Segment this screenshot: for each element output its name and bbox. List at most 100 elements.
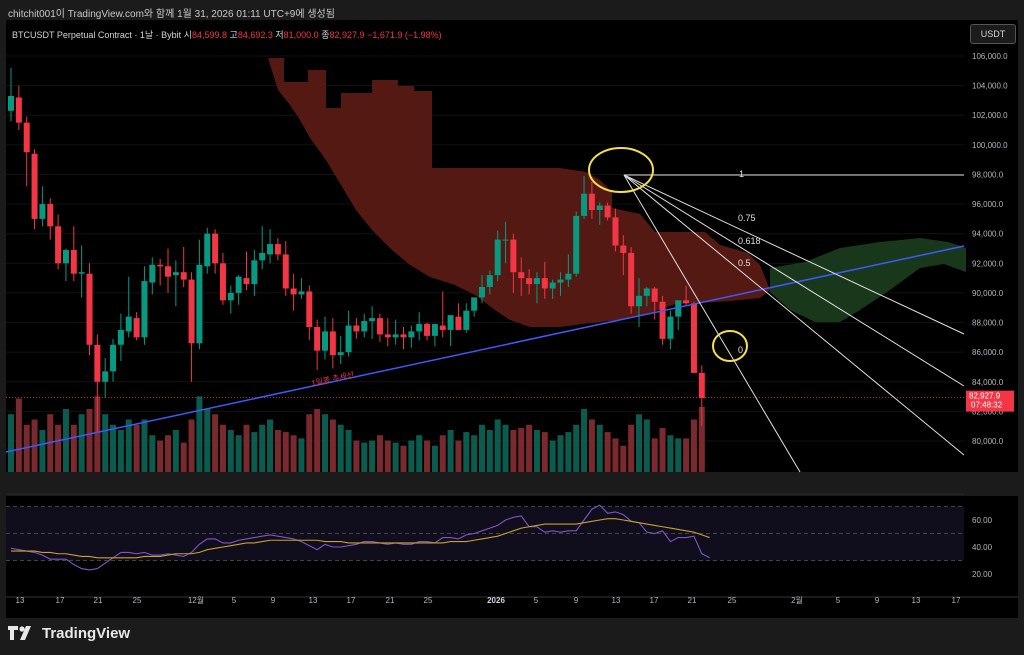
brand-name: TradingView	[42, 624, 131, 642]
fib-level-label: 1	[739, 169, 744, 179]
y-tick-label: 86,000.0	[972, 348, 1004, 357]
candle-body	[612, 217, 619, 246]
candle-body	[78, 272, 85, 274]
fib-level-label: 0	[738, 345, 743, 355]
candle-body	[424, 324, 431, 336]
candle-body	[110, 344, 117, 372]
volume-bar	[70, 424, 77, 472]
time-axis	[6, 598, 1018, 618]
volume-bar	[23, 424, 30, 472]
volume-bar	[86, 409, 93, 472]
volume-bar	[612, 438, 619, 472]
legend-high: 84,692.3	[237, 30, 273, 40]
fib-fan-line-5	[623, 174, 801, 473]
candle-body	[628, 252, 635, 307]
candle-body	[369, 318, 376, 322]
volume-bar	[643, 419, 650, 472]
candle-body	[447, 315, 454, 330]
volume-bar	[463, 432, 470, 472]
candle-body	[94, 344, 101, 382]
volume-bar	[510, 430, 517, 472]
candle-body	[667, 316, 674, 339]
legend-close: 82,927.9	[329, 30, 365, 40]
chart-canvas[interactable]: 106,000.0 104,000.0 102,000.0 100,000.0 98,0…	[0, 20, 1024, 620]
highlight-circle-low	[712, 330, 748, 362]
candle-body	[384, 334, 391, 338]
volume-bar	[235, 435, 242, 472]
legend-high-label: 고	[229, 30, 238, 40]
candle-body	[188, 279, 195, 344]
x-tick-label: 13	[309, 596, 318, 605]
candle-countdown: 07:48:32	[971, 401, 1003, 410]
rsi-tick-label: 20.00	[972, 570, 993, 579]
candle-body	[690, 303, 697, 373]
candle-body	[494, 239, 501, 276]
caption-bar: chitchit001이 TradingView.com와 함께 1월 31, …	[0, 0, 1024, 20]
volume-bar	[267, 419, 274, 472]
candle-body	[8, 95, 14, 111]
candle-body	[274, 244, 281, 255]
volume-bar	[651, 438, 658, 472]
volume-bar	[149, 435, 156, 472]
candle-body	[141, 281, 148, 338]
x-tick-label: 9	[574, 596, 579, 605]
x-tick-label: 25	[133, 596, 142, 605]
legend-open-label: 시	[183, 30, 192, 40]
symbol-legend: BTCUSDT Perpetual Contract · 1날 · Bybit …	[12, 28, 442, 41]
volume-bar	[219, 424, 226, 472]
candle-body	[479, 287, 485, 298]
volume-bar	[636, 414, 642, 472]
y-tick-label: 84,000.0	[972, 378, 1004, 387]
candle-body	[541, 278, 548, 289]
volume-bar	[439, 435, 446, 472]
volume-bar	[557, 435, 564, 472]
candle-body	[86, 273, 93, 345]
candle-body	[557, 279, 564, 283]
candle-body	[204, 233, 211, 267]
volume-bar	[494, 419, 501, 472]
candle-body	[133, 318, 140, 338]
candle-body	[416, 324, 423, 332]
candle-body	[15, 97, 22, 123]
candle-body	[392, 334, 399, 338]
volume-bar	[408, 440, 415, 472]
x-tick-label: 21	[386, 596, 395, 605]
volume-bar	[486, 430, 493, 472]
volume-bar	[384, 440, 391, 472]
candle-body	[408, 331, 415, 338]
candle-body	[376, 318, 383, 335]
current-price-tag	[966, 390, 1014, 412]
volume-bar	[471, 435, 478, 472]
candle-body	[463, 310, 470, 330]
volume-bar	[541, 432, 548, 472]
volume-bar	[659, 427, 666, 472]
candle-body	[636, 295, 642, 307]
x-tick-label: 17	[650, 596, 659, 605]
current-price-label: 82,927.9	[969, 392, 1001, 401]
x-tick-label: 13	[612, 596, 621, 605]
candle-body	[251, 260, 258, 285]
rsi-tick-label: 60.00	[972, 516, 993, 525]
volume-bar	[447, 430, 454, 472]
candle-body	[526, 278, 533, 285]
candle-body	[431, 324, 438, 336]
candle-body	[47, 204, 54, 227]
tradingview-logo-icon	[8, 626, 31, 640]
legend-close-label: 종	[321, 30, 330, 40]
volume-bar	[337, 424, 344, 472]
candle-body	[219, 263, 226, 301]
y-tick-label: 100,000.0	[972, 141, 1008, 150]
candle-body	[643, 288, 650, 296]
x-tick-label: 13	[912, 596, 921, 605]
x-tick-label: 5	[836, 596, 841, 605]
currency-button[interactable]: USDT	[970, 24, 1016, 44]
candle-body	[314, 326, 321, 351]
volume-bar	[117, 430, 124, 472]
volume-bar	[172, 430, 179, 472]
candle-body	[565, 273, 572, 280]
candle-body	[361, 321, 368, 332]
candle-body	[659, 301, 666, 339]
volume-bar	[683, 438, 690, 472]
volume-bar	[518, 427, 525, 472]
volume-bar	[196, 396, 203, 472]
